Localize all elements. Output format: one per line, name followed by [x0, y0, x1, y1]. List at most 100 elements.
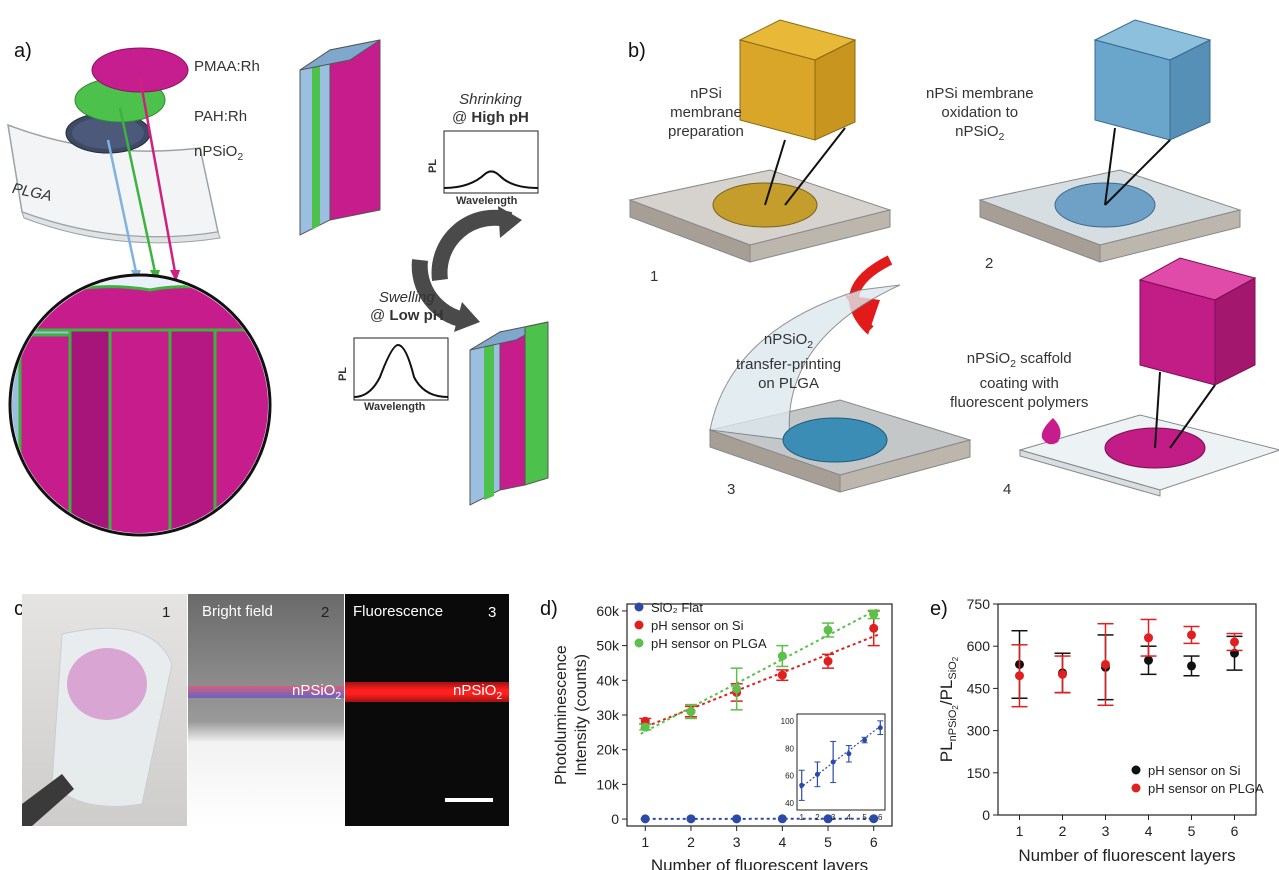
photo-3-fluorescence: Fluorescence 3 nPSiO2 — [345, 594, 509, 826]
chart-d-xtick-label: 6 — [870, 834, 878, 850]
shrinking-pl-plot — [443, 130, 539, 194]
chart-d-inset-point — [799, 782, 805, 788]
chart-d-ytick-label: 20k — [596, 742, 620, 758]
chart-d-inset-xtick-label: 2 — [815, 813, 820, 822]
chart-d-point — [732, 814, 742, 824]
chart-d-point — [686, 707, 696, 717]
chart-e-legend-label: pH sensor on Si — [1148, 763, 1241, 778]
chart-d-inset-xtick-label: 6 — [878, 813, 883, 822]
shrinking-pl-ylabel: PL — [427, 158, 440, 174]
chart-d-legend-marker — [634, 638, 644, 648]
chart-e-ytick-label: 0 — [982, 807, 990, 823]
swelling-text: Swelling @ Low pH — [370, 289, 444, 324]
panel-a-exploded-diagram — [7, 47, 272, 537]
step4-text: nPSiO2 scaffold coating with fluorescent… — [950, 350, 1089, 411]
chart-e-ylabel: PLnPSiO2/PLSiO2 — [937, 656, 960, 762]
chart-e-legend-marker — [1131, 783, 1141, 793]
chart-d-inset-ytick-label: 60 — [785, 772, 794, 781]
swelling-pl-ylabel: PL — [337, 366, 350, 382]
photo-1: 1 — [22, 594, 187, 826]
chart-d-inset-ytick-label: 100 — [781, 717, 795, 726]
chart-d-inset-xtick-label: 4 — [847, 813, 852, 822]
panel-a-label: a) — [14, 40, 32, 62]
shrinking-text: Shrinking @ High pH — [452, 91, 529, 126]
chart-d-inset-frame — [796, 713, 886, 811]
chart-d-inset-point — [830, 759, 836, 765]
chart-d-point — [823, 625, 833, 635]
label-npsio2: nPSiO2 — [194, 143, 244, 163]
photo-2-npsio2-tag: nPSiO2 — [292, 682, 342, 702]
chart-d-trendline — [640, 607, 879, 735]
chart-d-point — [686, 814, 696, 824]
chart-e-legend-label: pH sensor on PLGA — [1148, 781, 1264, 796]
chart-d-ytick-label: 40k — [596, 672, 620, 688]
chart-e-ytick-label: 750 — [967, 596, 991, 612]
chart-e: 0 150 300 450 600 750 1 2 3 4 5 6 Number of fluoresc… — [937, 596, 1264, 865]
chart-d-legend-label: pH sensor on PLGA — [651, 636, 767, 651]
chart-e-point — [1144, 655, 1153, 665]
chart-d-ytick-label: 50k — [596, 638, 620, 654]
chart-e-point — [1144, 633, 1153, 643]
chart-e-ytick-label: 450 — [967, 680, 991, 696]
chart-e-ytick-label: 150 — [967, 765, 991, 781]
step2-number: 2 — [985, 255, 994, 272]
chart-d-point — [823, 814, 833, 824]
chart-e-ytick-label: 300 — [967, 723, 991, 739]
step1-number: 1 — [650, 268, 659, 285]
chart-d-ylabel-line2: Intensity (counts) — [573, 654, 590, 776]
chart-d-point — [869, 623, 879, 633]
chart-e-frame — [997, 603, 1257, 816]
panel-e-label: e) — [930, 598, 948, 620]
chart-e-xtick-label: 4 — [1145, 823, 1153, 839]
chart-d-legend-marker — [634, 602, 644, 612]
chart-d-point — [777, 814, 787, 824]
photo-1-graphic — [22, 627, 173, 826]
chart-e-point — [1230, 637, 1239, 647]
panel-d-label: d) — [540, 598, 558, 620]
chart-e-xtick-label: 1 — [1016, 823, 1024, 839]
step4-number: 4 — [1003, 481, 1012, 498]
chart-d-point — [777, 670, 787, 680]
photo-2-bright-field: Bright field 2 nPSiO2 — [188, 594, 344, 826]
chart-d-point — [640, 814, 650, 824]
fluorescence-band — [345, 682, 509, 702]
chart-d-legend-label: pH sensor on Si — [651, 618, 744, 633]
chart-d-inset-xtick-label: 1 — [799, 813, 804, 822]
chart-e-xtick-label: 2 — [1059, 823, 1067, 839]
swelling-pl-xlabel: Wavelength — [364, 401, 426, 413]
chart-d-point — [869, 814, 879, 824]
chart-d-xtick-label: 3 — [733, 834, 741, 850]
chart-d-ytick-label: 60k — [596, 603, 620, 619]
fluorescence-title: Fluorescence — [353, 603, 444, 620]
chart-d-xlabel: Number of fluorescent layers — [651, 856, 868, 870]
chart-d-xtick-label: 1 — [641, 834, 649, 850]
chart-d-legend-marker — [634, 620, 644, 630]
chart-d-point — [777, 651, 787, 661]
photo-2-number: 2 — [321, 604, 330, 621]
scale-bar — [445, 798, 493, 802]
label-pmaa-rh: PMAA:Rh — [194, 58, 260, 75]
shrinking-pl-xlabel: Wavelength — [456, 195, 518, 207]
chart-e-point — [1101, 659, 1110, 669]
chart-d-inset-ytick-label: 80 — [785, 744, 794, 753]
chart-d-point — [732, 684, 742, 694]
label-pah-rh: PAH:Rh — [194, 108, 248, 125]
chart-d-inset-xtick-label: 3 — [831, 813, 836, 822]
chart-e-ytick-label: 600 — [967, 638, 991, 654]
photo-3-npsio2-tag: nPSiO2 — [453, 682, 503, 702]
chart-e-ylabel-text: PLnPSiO2/PLSiO2 — [937, 656, 960, 762]
step3-number: 3 — [727, 481, 736, 498]
chart-d-xtick-label: 5 — [824, 834, 832, 850]
chart-d-inset-xtick-label: 5 — [862, 813, 867, 822]
photo-1-number: 1 — [162, 604, 171, 621]
chart-d-ytick-label: 10k — [596, 776, 620, 792]
step2-text: nPSi membrane oxidation to nPSiO2 — [926, 85, 1034, 143]
chart-e-xtick-label: 6 — [1231, 823, 1239, 839]
chart-d-point — [823, 656, 833, 666]
chart-d-ytick-label: 0 — [611, 811, 619, 827]
bright-band — [188, 686, 344, 698]
panel-b-label: b) — [628, 40, 646, 62]
pore-swelling-cycle-diagram — [299, 39, 549, 506]
chart-e-point — [1187, 630, 1196, 640]
chart-d-point — [869, 609, 879, 619]
